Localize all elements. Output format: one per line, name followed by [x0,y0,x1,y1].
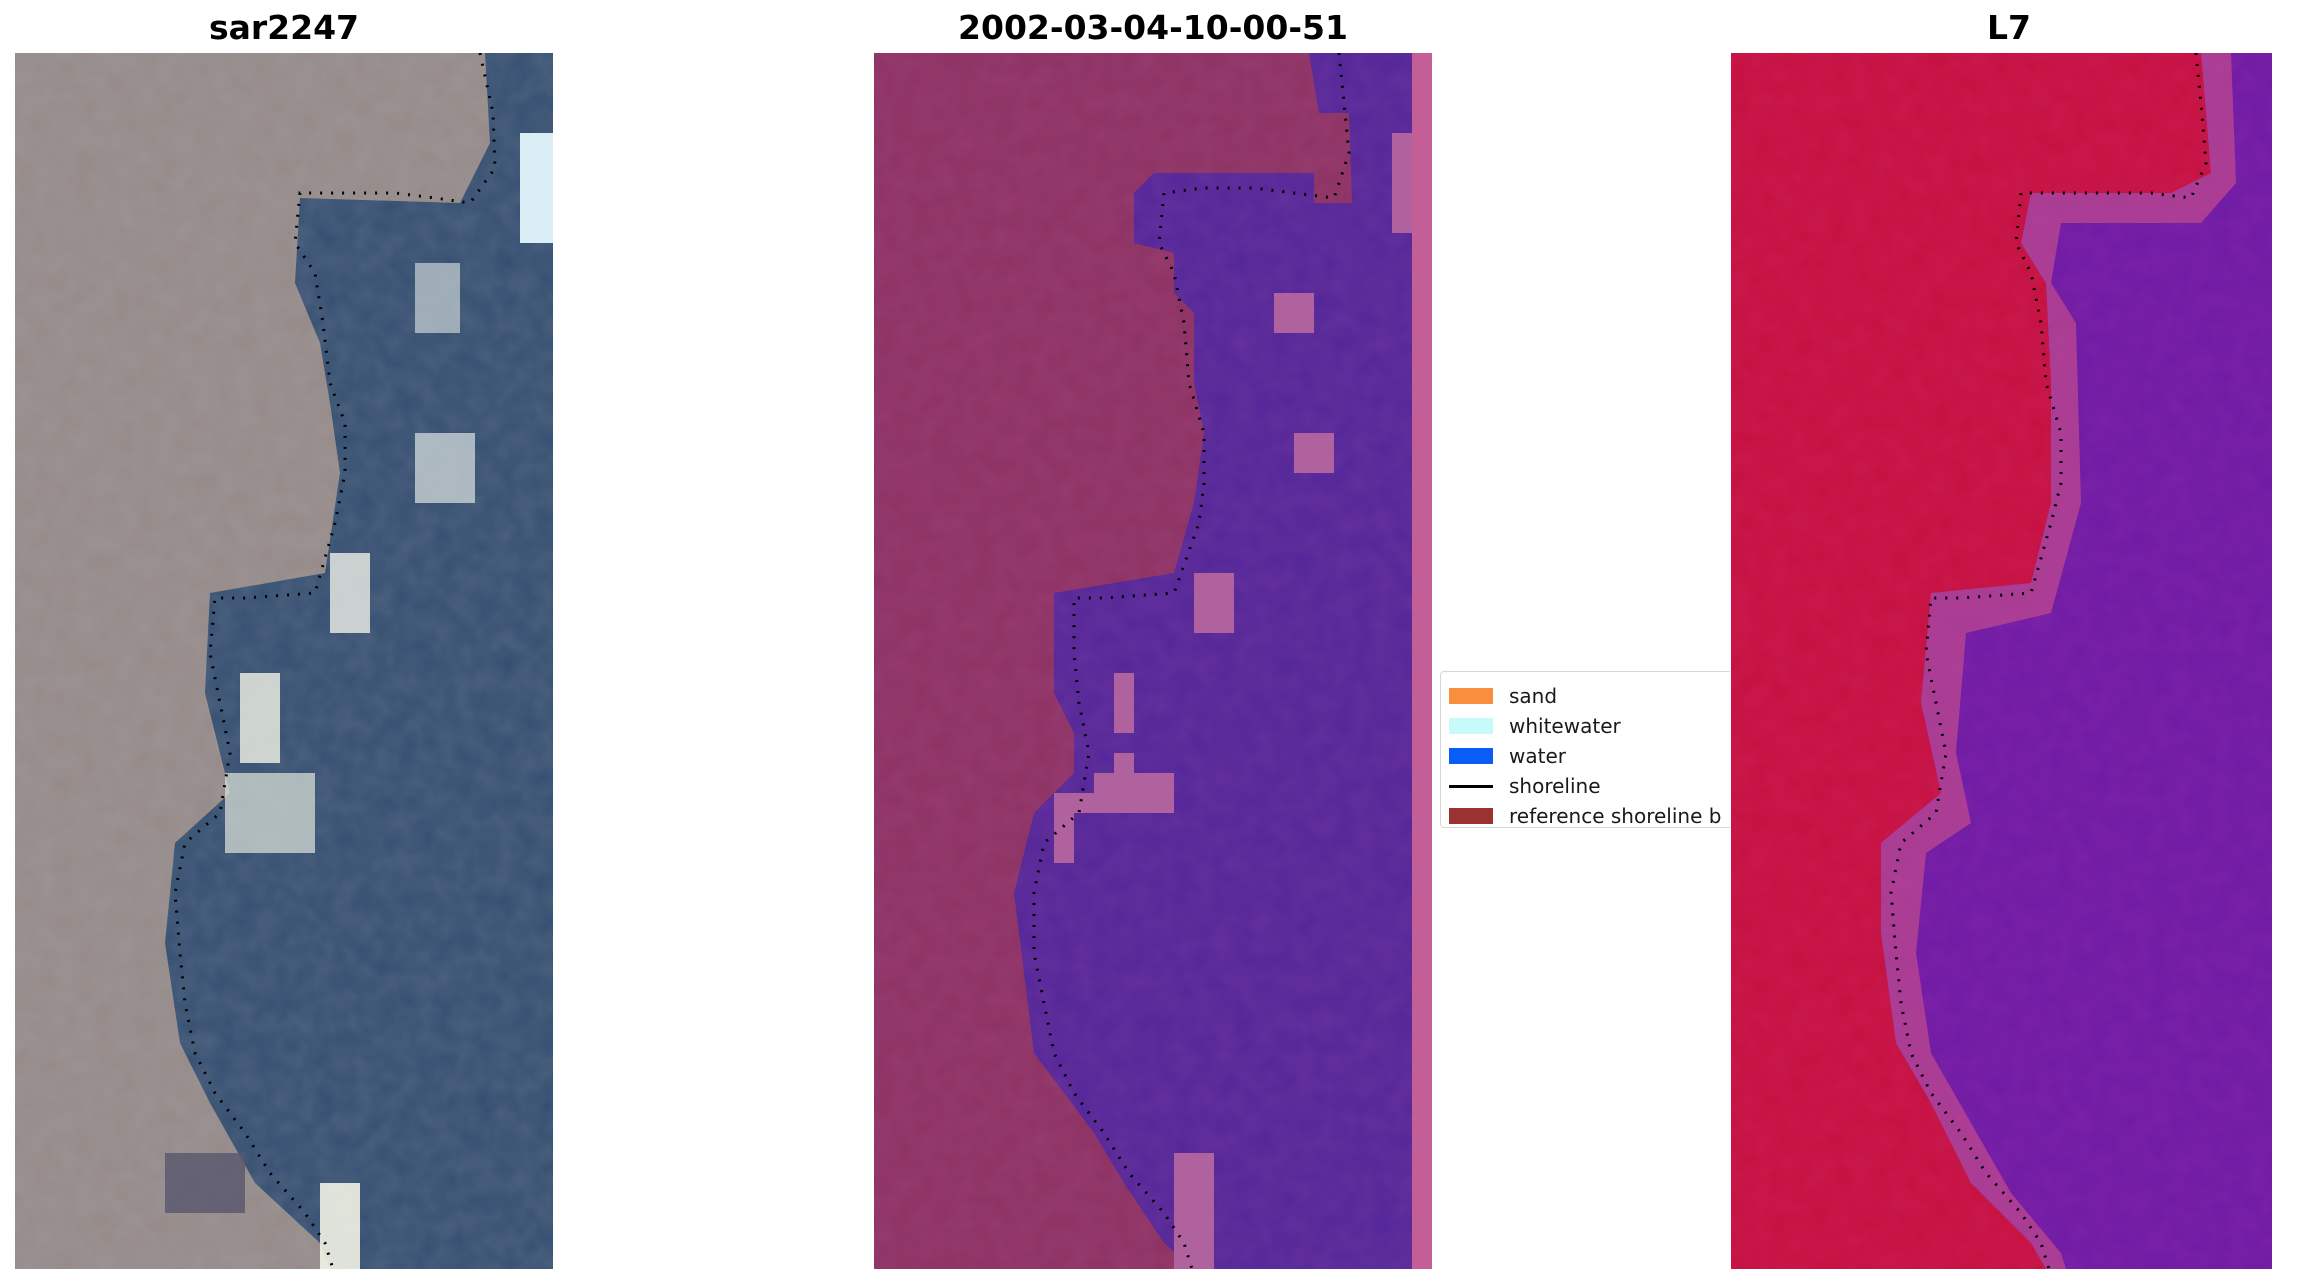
class-texture [874,53,1432,1269]
legend-item-shoreline: shoreline [1449,772,1601,800]
legend-item-sand: sand [1449,682,1557,710]
rgb-whitewater-patch [320,1183,360,1269]
legend-label: shoreline [1509,774,1601,798]
panel-title-classified: 2002-03-04-10-00-51 [958,8,1348,47]
classified-image [874,53,1432,1269]
class-patch [1174,1153,1214,1269]
class-patch [1114,673,1134,733]
legend-label: sand [1509,684,1558,708]
mndwi-image [1731,53,2272,1269]
legend-item-reference-shoreline: reference shoreline b [1449,802,1722,828]
legend-line-shoreline [1449,784,1493,788]
class-patch [1294,433,1334,473]
rgb-dark-patch [165,1153,245,1213]
legend-swatch-water [1449,748,1493,764]
legend-label: reference shoreline b [1509,804,1722,828]
class-patch [1392,133,1412,233]
legend-label: water [1509,744,1566,768]
rgb-whitewater-patch [330,553,370,633]
rgb-whitewater-patch [240,673,280,763]
panel-title-rgb: sar2247 [208,8,360,47]
legend-swatch-reference-shoreline [1449,808,1493,824]
class-patch [1274,293,1314,333]
class-edge-strip [1412,53,1432,1269]
legend-item-water: water [1449,742,1566,770]
rgb-whitewater-patch [520,133,553,243]
class-patch [1194,573,1234,633]
rgb-texture [15,53,553,1269]
rgb-image-panel [15,53,553,1269]
legend-swatch-sand [1449,688,1493,704]
classified-image-panel [874,53,1432,1269]
mndwi-image-panel [1731,53,2272,1269]
class-patch [1054,753,1174,863]
mndwi-texture [1731,53,2272,1269]
rgb-shoreline [173,53,497,1269]
legend-label: whitewater [1509,714,1621,738]
legend: sand whitewater water shoreline referenc… [1440,671,1730,828]
legend-item-whitewater: whitewater [1449,712,1621,740]
rgb-image [15,53,553,1269]
legend-swatch-whitewater [1449,718,1493,734]
rgb-whitewater-patch [415,433,475,503]
rgb-whitewater-patch [415,263,460,333]
panel-title-mndwi: L7 [1987,8,2031,47]
rgb-whitewater-patch [225,773,315,853]
